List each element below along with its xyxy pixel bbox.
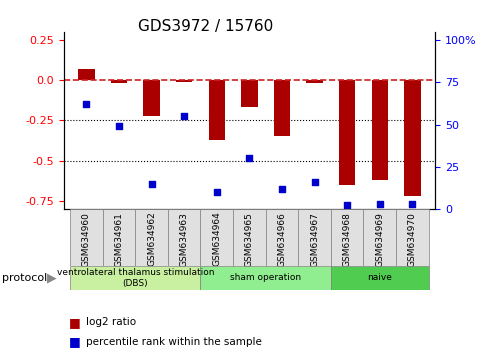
Bar: [338, 80, 355, 185]
Point: [343, 202, 350, 208]
Point: [278, 186, 285, 192]
Text: GDS3972 / 15760: GDS3972 / 15760: [138, 19, 272, 34]
Text: percentile rank within the sample: percentile rank within the sample: [85, 337, 261, 347]
Point: [115, 124, 122, 129]
Text: GSM634963: GSM634963: [179, 212, 188, 267]
Text: naive: naive: [366, 273, 391, 282]
Bar: [111, 80, 127, 83]
Bar: [208, 80, 224, 140]
Point: [180, 113, 188, 119]
Text: ventrolateral thalamus stimulation
(DBS): ventrolateral thalamus stimulation (DBS): [57, 268, 214, 287]
Text: ▶: ▶: [46, 272, 56, 284]
Text: GSM634969: GSM634969: [374, 212, 384, 267]
FancyBboxPatch shape: [70, 266, 200, 290]
Bar: [404, 80, 420, 196]
Bar: [306, 80, 322, 83]
Text: GSM634965: GSM634965: [244, 212, 253, 267]
FancyBboxPatch shape: [200, 266, 330, 290]
FancyBboxPatch shape: [70, 209, 102, 266]
FancyBboxPatch shape: [233, 209, 265, 266]
FancyBboxPatch shape: [265, 209, 298, 266]
Point: [147, 181, 155, 187]
FancyBboxPatch shape: [200, 209, 233, 266]
Point: [375, 201, 383, 207]
Text: GSM634962: GSM634962: [147, 212, 156, 267]
Point: [245, 155, 253, 161]
Bar: [78, 69, 94, 80]
FancyBboxPatch shape: [102, 209, 135, 266]
FancyBboxPatch shape: [330, 209, 363, 266]
FancyBboxPatch shape: [330, 266, 428, 290]
Text: GSM634961: GSM634961: [114, 212, 123, 267]
FancyBboxPatch shape: [135, 209, 167, 266]
Text: GSM634964: GSM634964: [212, 212, 221, 267]
Text: GSM634960: GSM634960: [81, 212, 91, 267]
Point: [212, 189, 220, 195]
Bar: [241, 80, 257, 108]
Text: ■: ■: [68, 335, 80, 348]
Point: [407, 201, 415, 207]
Text: GSM634966: GSM634966: [277, 212, 286, 267]
FancyBboxPatch shape: [363, 209, 395, 266]
Bar: [371, 80, 387, 180]
Point: [310, 179, 318, 185]
Text: GSM634970: GSM634970: [407, 212, 416, 267]
Bar: [273, 80, 289, 136]
FancyBboxPatch shape: [167, 209, 200, 266]
Text: ■: ■: [68, 316, 80, 329]
Text: sham operation: sham operation: [230, 273, 301, 282]
Bar: [176, 80, 192, 82]
Text: GSM634968: GSM634968: [342, 212, 351, 267]
Text: log2 ratio: log2 ratio: [85, 317, 136, 327]
Point: [82, 102, 90, 107]
Text: GSM634967: GSM634967: [309, 212, 319, 267]
Text: protocol: protocol: [2, 273, 48, 283]
Bar: [143, 80, 160, 115]
FancyBboxPatch shape: [298, 209, 330, 266]
FancyBboxPatch shape: [395, 209, 428, 266]
